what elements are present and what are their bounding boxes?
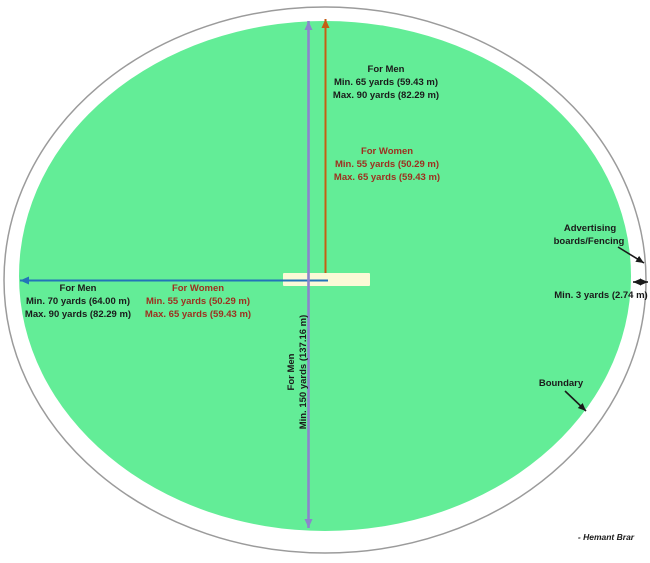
boundary-label: Boundary — [539, 378, 584, 389]
men-diameter-measurement: For Men Min. 150 yards (137.16 m) — [286, 315, 309, 430]
top-women-min: Min. 55 yards (50.29 m) — [335, 159, 439, 170]
left-men-min: Min. 70 yards (64.00 m) — [26, 296, 130, 307]
top-men-measurement: For Men Min. 65 yards (59.43 m) Max. 90 … — [333, 64, 439, 101]
advertising-label-line1: Advertising — [564, 223, 616, 234]
top-men-heading: For Men — [368, 64, 405, 75]
author-credit: - Hemant Brar — [578, 532, 635, 542]
left-men-measurement: For Men Min. 70 yards (64.00 m) Max. 90 … — [25, 283, 131, 320]
diameter-men-min: Min. 150 yards (137.16 m) — [298, 315, 309, 430]
diameter-men-heading: For Men — [286, 353, 297, 390]
top-men-max: Max. 90 yards (82.29 m) — [333, 90, 439, 101]
ring-width-callout: Min. 3 yards (2.74 m) — [554, 278, 648, 301]
boundary-callout: Boundary — [539, 378, 587, 412]
top-women-measurement: For Women Min. 55 yards (50.29 m) Max. 6… — [334, 146, 440, 183]
top-women-max: Max. 65 yards (59.43 m) — [334, 172, 440, 183]
top-women-heading: For Women — [361, 146, 413, 157]
boundary-pointer-arrow — [564, 390, 587, 412]
left-women-min: Min. 55 yards (50.29 m) — [146, 296, 250, 307]
left-women-max: Max. 65 yards (59.43 m) — [145, 309, 251, 320]
left-women-heading: For Women — [172, 283, 224, 294]
left-men-max: Max. 90 yards (82.29 m) — [25, 309, 131, 320]
left-women-measurement: For Women Min. 55 yards (50.29 m) Max. 6… — [145, 283, 251, 320]
advertising-callout: Advertising boards/Fencing — [554, 223, 645, 264]
left-men-heading: For Men — [60, 283, 97, 294]
ring-width-label: Min. 3 yards (2.74 m) — [554, 290, 647, 301]
top-men-min: Min. 65 yards (59.43 m) — [334, 77, 438, 88]
advertising-pointer-arrow — [617, 246, 645, 264]
advertising-label-line2: boards/Fencing — [554, 236, 625, 247]
